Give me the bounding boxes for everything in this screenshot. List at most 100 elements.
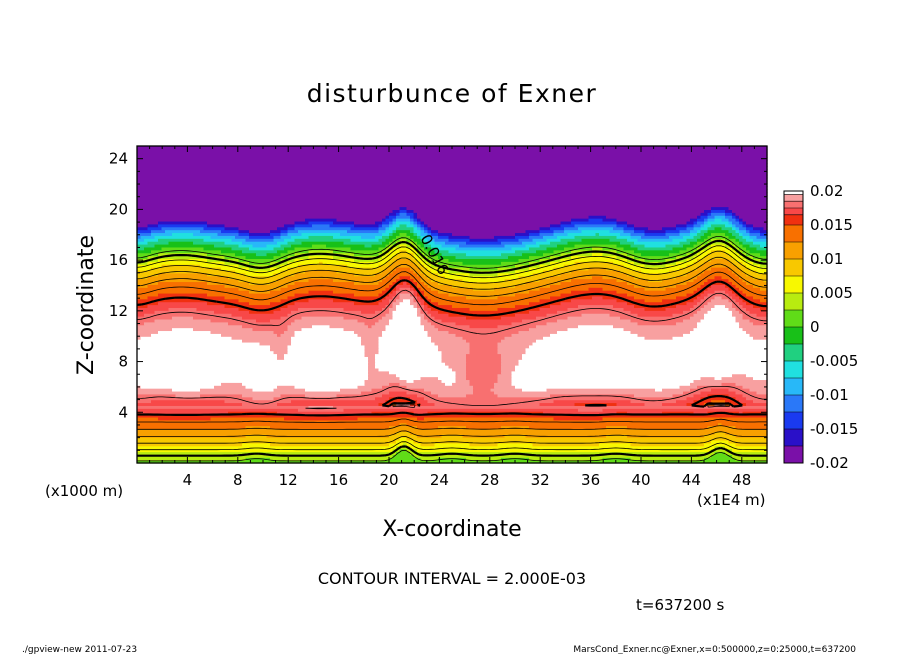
contour-cell <box>690 232 698 236</box>
contour-cell <box>742 235 751 239</box>
contour-cell <box>137 249 152 254</box>
contour-cell <box>406 437 768 441</box>
contour-cell <box>406 249 418 254</box>
contour-cell <box>368 376 401 381</box>
contour-cell <box>592 275 604 280</box>
contour-cell <box>634 275 677 280</box>
contour-cell <box>644 402 663 406</box>
contour-cell <box>424 246 432 251</box>
contour-cell <box>431 287 474 291</box>
contour-cell <box>539 307 569 311</box>
contour-cell <box>714 215 726 219</box>
colorbar-swatch <box>784 361 803 378</box>
contour-cell <box>137 307 170 311</box>
contour-cell <box>515 269 544 274</box>
contour-cell <box>497 295 551 300</box>
contour-cell <box>634 226 649 231</box>
contour-cell <box>725 451 768 455</box>
contour-cell <box>515 367 768 372</box>
contour-cell <box>728 278 744 283</box>
contour-cell <box>550 223 562 228</box>
contour-cell <box>455 246 513 251</box>
contour-cell <box>700 292 709 297</box>
contour-cell <box>707 278 730 283</box>
contour-cell <box>287 229 299 234</box>
contour-cell <box>469 324 499 329</box>
contour-cell <box>420 287 432 291</box>
contour-cell <box>728 292 737 297</box>
contour-cell <box>270 318 296 323</box>
contour-cell <box>333 278 383 283</box>
contour-cell <box>375 362 446 366</box>
contour-cell <box>529 344 768 349</box>
contour-cell <box>592 246 604 251</box>
contour-cell <box>753 238 768 242</box>
contour-cell <box>522 356 768 360</box>
contour-cell <box>466 425 502 430</box>
contour-cell <box>249 290 271 294</box>
contour-cell <box>378 258 390 262</box>
contour-cell <box>420 402 436 406</box>
contour-cell <box>277 333 282 337</box>
contour-cell <box>466 241 502 245</box>
contour-cell <box>515 235 530 239</box>
contour-cell <box>378 367 453 372</box>
contour-cell <box>441 379 457 383</box>
contour-cell <box>725 290 733 294</box>
contour-cell <box>746 281 768 285</box>
contour-cell <box>424 388 474 392</box>
contour-cell <box>361 390 390 395</box>
contour-cell <box>501 261 530 265</box>
contour-cell <box>137 336 142 340</box>
contour-cell <box>137 365 369 369</box>
contour-cell <box>466 316 502 320</box>
contour-cell <box>266 434 390 438</box>
contour-cell <box>679 385 698 389</box>
contour-cell <box>361 339 380 343</box>
contour-cell <box>396 451 411 455</box>
contour-cell <box>753 399 768 404</box>
contour-cell <box>410 220 415 225</box>
contour-line <box>136 279 768 417</box>
contour-cell <box>137 189 768 193</box>
contour-cell <box>382 333 429 337</box>
contour-cell <box>455 321 513 326</box>
contour-cell <box>399 422 408 427</box>
contour-cell <box>214 243 240 248</box>
contour-cell <box>686 396 702 401</box>
contour-cell <box>406 379 415 383</box>
contour-cell <box>417 235 422 239</box>
contour-cell <box>420 235 425 239</box>
contour-cell <box>536 316 569 320</box>
contour-cell <box>249 281 271 285</box>
contour-cell <box>683 333 751 337</box>
contour-cell <box>469 267 499 271</box>
contour-cell <box>364 344 380 349</box>
contour-cell <box>721 376 754 381</box>
contour-cell <box>389 425 418 430</box>
contour-cell <box>242 442 271 447</box>
contour-cell <box>742 304 754 308</box>
contour-cell <box>396 215 411 219</box>
contour-cell <box>693 235 702 239</box>
contour-cell <box>735 212 768 216</box>
contour-cell <box>413 411 429 415</box>
contour-cell <box>137 428 768 432</box>
contour-cell <box>137 220 159 225</box>
contour-cell <box>637 321 677 326</box>
contour-cell <box>137 367 369 372</box>
contour-cell <box>224 295 289 300</box>
contour-cell <box>441 252 467 257</box>
contour-cell <box>245 272 275 277</box>
contour-cell <box>417 272 425 277</box>
contour-cell <box>298 408 345 412</box>
contour-cell <box>497 307 541 311</box>
contour-cell <box>707 310 733 314</box>
contour-cell <box>679 229 691 234</box>
contour-cell <box>389 264 418 268</box>
contour-cell <box>536 324 579 329</box>
contour-cell <box>434 402 541 406</box>
contour-cell <box>420 249 429 254</box>
contour-cell <box>277 411 373 415</box>
contour-cell <box>137 396 254 401</box>
